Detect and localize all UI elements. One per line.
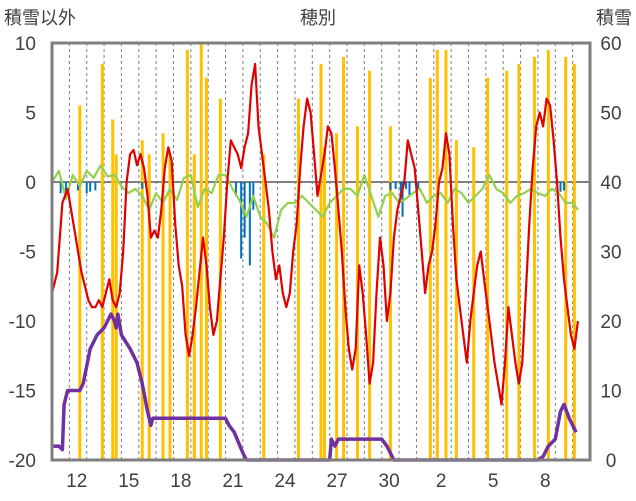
wind-line [51, 164, 579, 239]
plot-frame [50, 41, 592, 462]
y-left-tick-label: 5 [25, 104, 36, 125]
y-left-tick-label: -15 [9, 382, 36, 403]
y-right-tick-label: 20 [600, 312, 621, 333]
y-left-axis-title: 積雪以外 [4, 8, 76, 29]
x-tick-label: 24 [274, 471, 296, 492]
y-right-tick-label: 30 [600, 243, 621, 264]
x-tick-label: 12 [66, 471, 87, 492]
x-tick-label: 15 [118, 471, 139, 492]
x-tick-label: 8 [540, 471, 551, 492]
y-right-axis-title: 積雪 [596, 8, 632, 29]
y-left-tick-label: 10 [15, 34, 36, 55]
y-right-tick-label: 60 [600, 34, 621, 55]
x-tick-label: 21 [222, 471, 243, 492]
x-tick-label: 5 [488, 471, 499, 492]
y-right-tick-label: 50 [600, 104, 621, 125]
x-tick-label: 30 [379, 471, 400, 492]
y-right-tick-label: 0 [606, 451, 617, 472]
y-right-tick-label: 10 [600, 382, 621, 403]
chart-title: 穂別 [300, 8, 336, 29]
y-left-tick-label: 0 [25, 173, 36, 194]
x-tick-label: 2 [436, 471, 447, 492]
temperature-line [50, 62, 579, 406]
y-left-tick-label: -20 [9, 451, 36, 472]
x-tick-label: 27 [326, 471, 347, 492]
y-left-tick-label: -10 [9, 312, 36, 333]
y-left-tick-label: -5 [19, 243, 36, 264]
x-tick-label: 18 [170, 471, 191, 492]
y-right-tick-label: 40 [600, 173, 621, 194]
